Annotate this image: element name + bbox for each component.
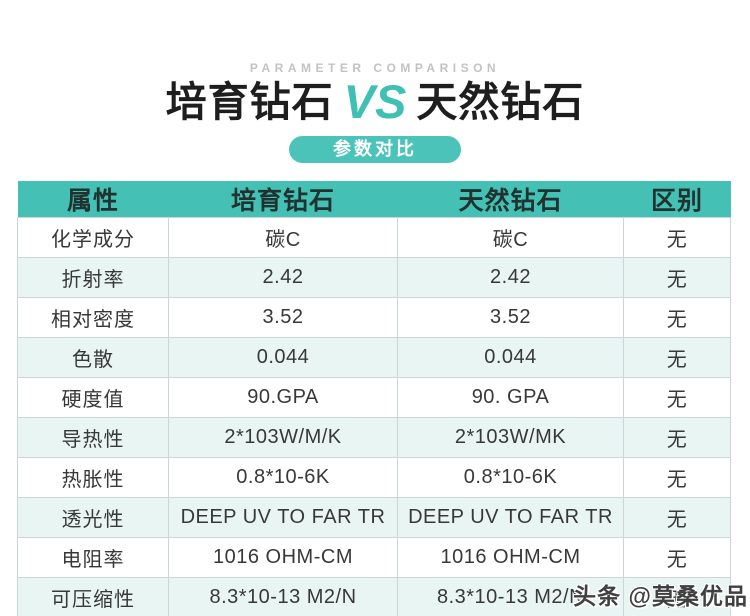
comparison-table-body: 化学成分 碳C 碳C 无折射率 2.42 2.42 无相对密度 3.52 3.52 无色散 0.04…	[17, 217, 731, 616]
difference-cell: 无	[623, 457, 731, 498]
value-cell: 8.3*10-13 M2/N	[168, 577, 398, 616]
row-label-cell: 透光性	[17, 497, 169, 538]
row-label-cell: 硬度值	[17, 377, 169, 418]
value-cell: 2*103W/M/K	[168, 417, 398, 458]
row-label-cell: 色散	[17, 337, 169, 378]
value-cell: 碳C	[397, 217, 624, 258]
value-cell: 0.8*10-6K	[168, 457, 398, 498]
value-cell: 8.3*10-13 M2/N	[397, 577, 624, 616]
difference-cell: 无	[623, 337, 731, 378]
eyebrow-text: PARAMETER COMPARISON	[249, 61, 501, 75]
table-row: 硬度值 90.GPA 90. GPA 无	[17, 377, 731, 418]
row-label-cell: 折射率	[17, 257, 169, 298]
value-cell: 1016 OHM-CM	[397, 537, 624, 578]
table-row: 色散 0.044 0.044 无	[17, 337, 731, 378]
table-row: 导热性 2*103W/M/K 2*103W/MK 无	[17, 417, 731, 458]
page-title: 培育钻石 VS 天然钻石	[0, 78, 750, 126]
table-row: 折射率 2.42 2.42 无	[17, 257, 731, 298]
title-vs-text: VS	[343, 75, 407, 128]
row-label-cell: 导热性	[17, 417, 169, 458]
value-cell: 2*103W/MK	[397, 417, 624, 458]
row-label-cell: 可压缩性	[17, 577, 169, 616]
difference-cell: 无	[623, 417, 731, 458]
difference-cell: 无	[623, 377, 731, 418]
table-row: 相对密度 3.52 3.52 无	[17, 297, 731, 338]
table-row: 透光性 DEEP UV TO FAR TR DEEP UV TO FAR TR 无	[17, 497, 731, 538]
value-cell: 2.42	[397, 257, 624, 298]
value-cell: 3.52	[168, 297, 398, 338]
difference-cell: 无	[623, 217, 731, 258]
column-header: 天然钻石	[397, 181, 624, 218]
title-left-text: 培育钻石	[165, 79, 334, 125]
table-row: 可压缩性 8.3*10-13 M2/N 8.3*10-13 M2/N 无	[17, 577, 731, 616]
value-cell: DEEP UV TO FAR TR	[397, 497, 624, 538]
value-cell: 90. GPA	[397, 377, 624, 418]
row-label-cell: 化学成分	[17, 217, 169, 258]
difference-cell: 无	[623, 257, 731, 298]
column-header: 培育钻石	[168, 181, 398, 218]
difference-cell: 无	[623, 537, 731, 578]
table-row: 电阻率 1016 OHM-CM 1016 OHM-CM 无	[17, 537, 731, 578]
table-row: 化学成分 碳C 碳C 无	[17, 217, 731, 258]
subtitle-badge: 参数对比	[289, 136, 461, 163]
table-header-row: 属性 培育钻石 天然钻石 区别	[17, 181, 731, 218]
value-cell: 0.044	[397, 337, 624, 378]
title-right-text: 天然钻石	[416, 79, 585, 125]
value-cell: 0.8*10-6K	[397, 457, 624, 498]
value-cell: DEEP UV TO FAR TR	[168, 497, 398, 538]
row-label-cell: 电阻率	[17, 537, 169, 578]
difference-cell: 无	[623, 577, 731, 616]
row-label-cell: 热胀性	[17, 457, 169, 498]
value-cell: 90.GPA	[168, 377, 398, 418]
table-row: 热胀性 0.8*10-6K 0.8*10-6K 无	[17, 457, 731, 498]
comparison-table: 属性 培育钻石 天然钻石 区别 化学成分 碳C 碳C 无折射率 2.42 2.42 无相对密度 3.…	[17, 181, 731, 616]
value-cell: 2.42	[168, 257, 398, 298]
watermark: 头条 @莫桑优品	[573, 583, 748, 609]
value-cell: 碳C	[168, 217, 398, 258]
value-cell: 3.52	[397, 297, 624, 338]
value-cell: 0.044	[168, 337, 398, 378]
difference-cell: 无	[623, 297, 731, 338]
column-header: 区别	[623, 181, 731, 218]
row-label-cell: 相对密度	[17, 297, 169, 338]
value-cell: 1016 OHM-CM	[168, 537, 398, 578]
column-header: 属性	[17, 181, 169, 218]
difference-cell: 无	[623, 497, 731, 538]
